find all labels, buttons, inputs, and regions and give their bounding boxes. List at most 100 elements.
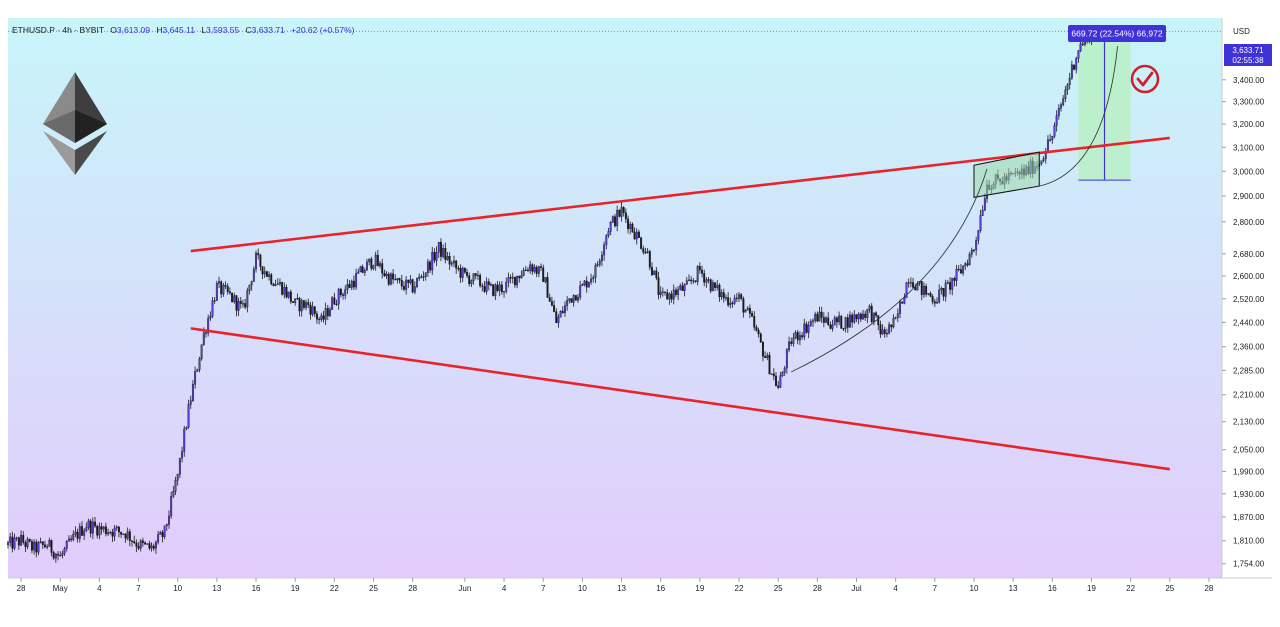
time-tick-label: 16 xyxy=(252,584,261,593)
candle-down xyxy=(914,287,917,291)
candle-up xyxy=(198,358,201,370)
time-tick-label: 4 xyxy=(893,584,898,593)
price-tick-label: 2,600.00 xyxy=(1233,272,1265,281)
candle-down xyxy=(459,268,462,278)
candle-up xyxy=(896,313,899,318)
candle-up xyxy=(165,524,168,526)
candle-up xyxy=(246,290,249,308)
candle-up xyxy=(973,249,975,251)
candle-up xyxy=(252,268,255,282)
candle-up xyxy=(716,284,719,288)
pre-breakout-curve xyxy=(791,168,988,373)
currency-label[interactable]: USD xyxy=(1233,27,1250,36)
candle-up xyxy=(67,538,70,542)
candle-up xyxy=(150,545,153,549)
time-tick-label: 25 xyxy=(1165,584,1174,593)
candle-down xyxy=(1049,139,1052,141)
candle-down xyxy=(801,335,804,338)
candle-up xyxy=(975,240,978,251)
candle-down xyxy=(827,317,830,325)
candle-down xyxy=(30,541,33,551)
candle-up xyxy=(379,263,381,267)
candle-up xyxy=(668,293,671,300)
candle-up xyxy=(418,276,421,279)
candle-down xyxy=(28,539,31,542)
candle-down xyxy=(542,267,545,282)
candle-down xyxy=(631,223,634,233)
measure-label: 669.72 (22.54%) 66,972 xyxy=(1071,29,1162,39)
candle-up xyxy=(357,271,360,274)
candle-up xyxy=(946,282,949,284)
candle-up xyxy=(766,354,769,359)
candle-up xyxy=(783,367,786,373)
candle-up xyxy=(176,474,179,481)
candle-up xyxy=(881,329,884,335)
plot-background xyxy=(8,18,1222,578)
price-tick-label: 1,930.00 xyxy=(1233,490,1265,499)
candle-up xyxy=(970,249,973,255)
time-tick-label: 10 xyxy=(173,584,182,593)
candle-up xyxy=(903,297,906,304)
candle-up xyxy=(215,283,218,301)
timeframe-label[interactable]: 4h xyxy=(62,25,72,35)
candle-down xyxy=(655,270,658,278)
candle-down xyxy=(822,317,825,323)
candle-up xyxy=(48,540,51,547)
candle-down xyxy=(816,313,819,322)
candle-down xyxy=(22,535,25,543)
candle-up xyxy=(559,310,562,318)
candle-up xyxy=(113,527,116,537)
candle-up xyxy=(1057,108,1060,116)
candle-up xyxy=(1046,139,1049,153)
candle-up xyxy=(844,317,847,329)
candle-down xyxy=(104,526,107,535)
price-tick-label: 2,800.00 xyxy=(1233,218,1265,227)
candle-up xyxy=(39,541,42,544)
candle-down xyxy=(257,252,260,256)
candle-down xyxy=(731,302,734,305)
candle-down xyxy=(953,278,956,281)
candle-up xyxy=(746,307,749,311)
candle-up xyxy=(13,537,16,549)
candle-down xyxy=(933,301,936,304)
candle-down xyxy=(228,291,231,294)
ethereum-logo xyxy=(43,72,107,175)
candle-up xyxy=(812,320,814,322)
candle-up xyxy=(329,309,331,317)
candle-up xyxy=(568,298,571,301)
candle-down xyxy=(407,279,410,283)
candle-down xyxy=(59,555,62,557)
candle-down xyxy=(94,521,96,527)
candle-down xyxy=(370,258,373,269)
candle-down xyxy=(714,282,717,288)
candle-up xyxy=(594,265,597,278)
candle-down xyxy=(561,310,564,313)
candle-up xyxy=(557,316,560,324)
candle-up xyxy=(609,221,612,232)
symbol-label[interactable]: ETHUSD.P xyxy=(12,25,55,35)
candle-up xyxy=(276,283,279,285)
candle-down xyxy=(307,302,310,306)
candle-down xyxy=(535,266,538,274)
candle-up xyxy=(572,295,575,303)
time-axis-ticks: 28 May 4 7 10 13 16 19 22 25 28 Jun 4 7 10 13 16 19 22 25 28… xyxy=(17,578,1214,593)
candle-down xyxy=(11,536,14,549)
candle-up xyxy=(635,231,638,240)
candle-down xyxy=(735,297,738,299)
candle-down xyxy=(429,261,432,271)
candle-up xyxy=(300,300,303,312)
measure-label-box[interactable]: 669.72 (22.54%) 66,972 xyxy=(1068,25,1166,42)
candle-down xyxy=(100,526,103,530)
time-tick-label: 7 xyxy=(933,584,938,593)
candle-up xyxy=(537,266,540,274)
candle-up xyxy=(1068,77,1071,85)
candle-up xyxy=(733,297,736,304)
price-tick-label: 2,440.00 xyxy=(1233,318,1265,327)
candle-down xyxy=(648,251,651,268)
candle-up xyxy=(207,318,210,334)
candle-up xyxy=(1064,89,1067,99)
candle-up xyxy=(516,275,519,286)
candle-down xyxy=(231,292,234,303)
